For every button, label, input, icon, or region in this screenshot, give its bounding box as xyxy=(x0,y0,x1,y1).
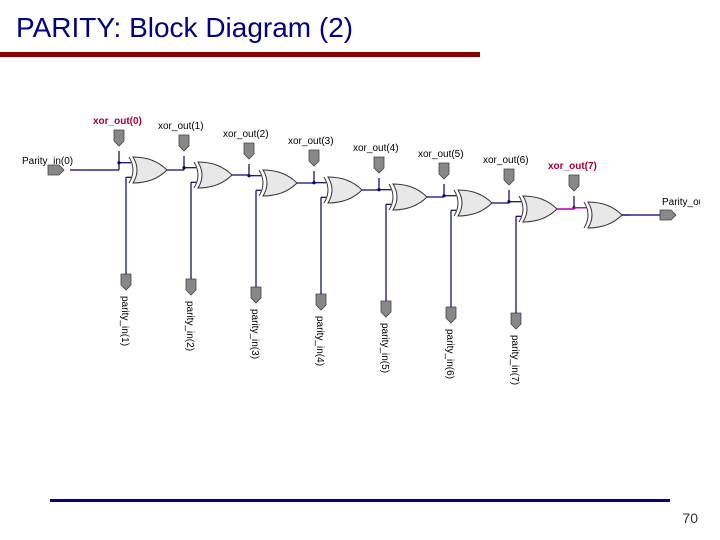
svg-text:xor_out(0): xor_out(0) xyxy=(93,116,142,127)
title-underline xyxy=(0,52,480,57)
svg-text:parity_in(7): parity_in(7) xyxy=(509,335,520,385)
svg-text:xor_out(7): xor_out(7) xyxy=(548,161,597,172)
diagram-svg: Parity_in(0) xor_out(0) parity_in(1) xor_ou… xyxy=(20,110,700,410)
svg-text:xor_out(2): xor_out(2) xyxy=(223,129,269,140)
svg-text:parity_in(5): parity_in(5) xyxy=(379,323,390,373)
svg-text:xor_out(3): xor_out(3) xyxy=(288,136,334,147)
svg-text:xor_out(6): xor_out(6) xyxy=(483,155,529,166)
svg-text:Parity_out: Parity_out xyxy=(662,197,700,208)
block-diagram: Parity_in(0) xor_out(0) parity_in(1) xor_ou… xyxy=(20,110,700,410)
svg-text:parity_in(2): parity_in(2) xyxy=(184,301,195,351)
svg-text:parity_in(6): parity_in(6) xyxy=(444,329,455,379)
svg-text:xor_out(5): xor_out(5) xyxy=(418,149,464,160)
svg-text:parity_in(3): parity_in(3) xyxy=(249,309,260,359)
svg-text:parity_in(4): parity_in(4) xyxy=(314,316,325,366)
svg-text:Parity_in(0): Parity_in(0) xyxy=(22,156,73,167)
footer-rule xyxy=(50,499,670,502)
page-title: PARITY: Block Diagram (2) xyxy=(16,12,353,44)
svg-text:xor_out(1): xor_out(1) xyxy=(158,121,204,132)
svg-text:parity_in(1): parity_in(1) xyxy=(119,296,130,346)
svg-text:xor_out(4): xor_out(4) xyxy=(353,143,399,154)
page-number: 70 xyxy=(682,510,698,526)
